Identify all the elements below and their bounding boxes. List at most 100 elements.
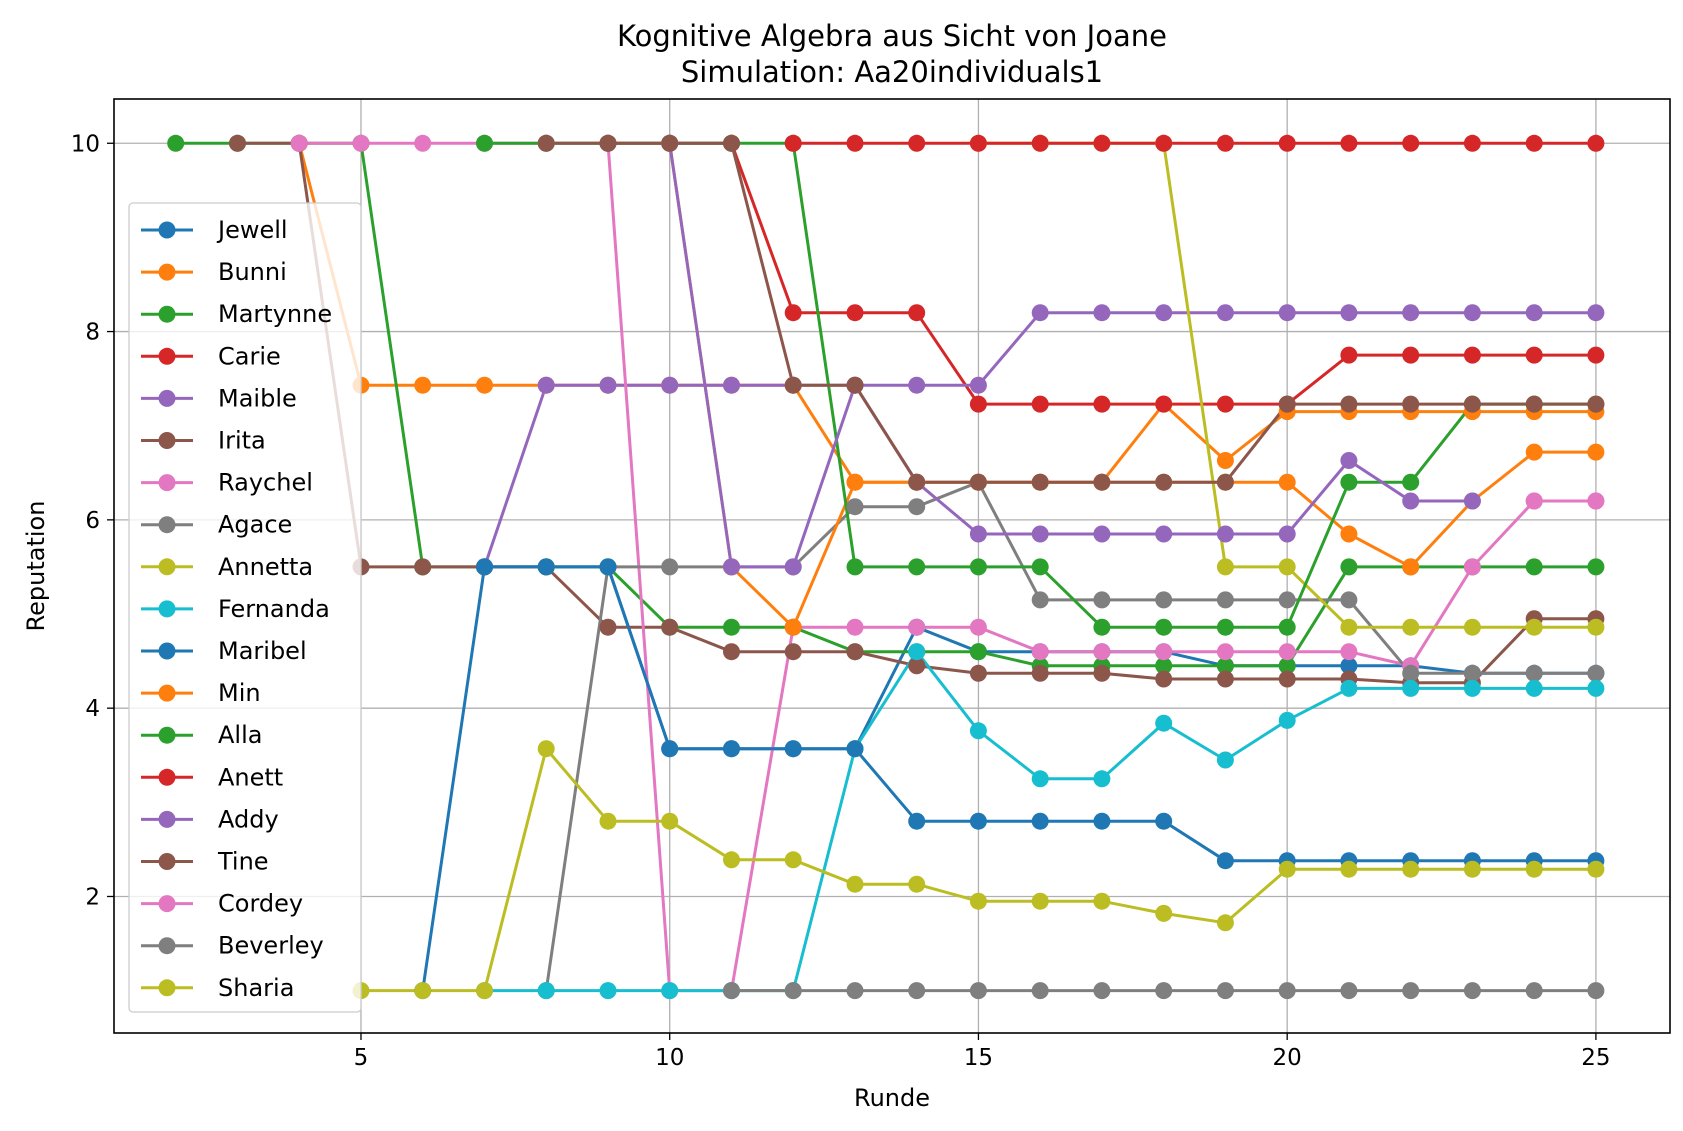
legend-marker-annetta bbox=[158, 558, 176, 576]
data-point-min bbox=[1402, 558, 1420, 576]
data-point-alla bbox=[1402, 473, 1420, 491]
data-point-sharia bbox=[1216, 914, 1234, 932]
data-point-addy bbox=[1155, 525, 1173, 543]
data-point-carie bbox=[1402, 346, 1420, 364]
data-point-min bbox=[1587, 443, 1605, 461]
data-point-tine bbox=[723, 134, 740, 152]
y-tick-label: 2 bbox=[85, 884, 100, 910]
data-point-fernanda bbox=[908, 643, 926, 661]
legend-label-annetta: Annetta bbox=[218, 553, 313, 581]
legend-marker-martynne bbox=[158, 305, 176, 323]
data-point-maible bbox=[661, 376, 679, 394]
data-point-martynne bbox=[723, 618, 740, 636]
axis-ticks: 5 10 15 20 25 2 4 6 8 10 bbox=[71, 131, 1611, 1071]
data-point-sharia bbox=[908, 875, 926, 893]
data-point-maribel bbox=[476, 558, 493, 576]
legend-label-anett: Anett bbox=[218, 763, 283, 791]
data-point-sharia bbox=[1278, 860, 1296, 878]
data-point-tine bbox=[784, 376, 802, 394]
data-point-addy bbox=[1463, 492, 1481, 510]
data-point-carie bbox=[1093, 395, 1111, 413]
data-point-fernanda bbox=[1587, 679, 1605, 697]
data-point-annetta bbox=[1402, 618, 1420, 636]
data-point-tine bbox=[1216, 473, 1234, 491]
data-point-beverley bbox=[846, 982, 864, 1000]
data-point-maible bbox=[599, 376, 617, 394]
data-point-cordey bbox=[1525, 492, 1543, 510]
data-point-maible bbox=[1216, 304, 1234, 322]
data-point-beverley bbox=[969, 982, 987, 1000]
data-point-beverley bbox=[908, 982, 926, 1000]
data-point-sharia bbox=[784, 851, 802, 869]
data-point-alla bbox=[1093, 618, 1111, 636]
data-point-addy bbox=[784, 558, 802, 576]
x-tick-label: 10 bbox=[655, 1045, 684, 1071]
legend-label-alla: Alla bbox=[218, 721, 262, 749]
data-point-maible bbox=[1093, 304, 1111, 322]
data-point-min bbox=[1278, 473, 1296, 491]
y-tick-label: 10 bbox=[71, 131, 100, 157]
data-point-irita bbox=[846, 643, 864, 661]
data-point-raychel bbox=[1463, 558, 1481, 576]
data-point-maible bbox=[1525, 304, 1543, 322]
data-point-maribel bbox=[846, 740, 864, 758]
legend-label-sharia: Sharia bbox=[218, 974, 294, 1002]
data-point-tine bbox=[1402, 395, 1420, 413]
data-point-sharia bbox=[1525, 860, 1543, 878]
data-point-fernanda bbox=[661, 982, 679, 1000]
data-point-sharia bbox=[537, 740, 555, 758]
data-point-sharia bbox=[1463, 860, 1481, 878]
data-point-fernanda bbox=[969, 722, 987, 740]
data-point-maribel bbox=[537, 558, 555, 576]
data-point-anett bbox=[908, 134, 926, 152]
series-line-maribel bbox=[421, 565, 1596, 991]
data-point-irita bbox=[599, 618, 617, 636]
data-point-beverley bbox=[1340, 982, 1358, 1000]
data-point-alla bbox=[1155, 618, 1173, 636]
data-point-tine bbox=[1340, 395, 1358, 413]
data-point-carie bbox=[1340, 346, 1358, 364]
data-point-beverley bbox=[1278, 982, 1296, 1000]
legend-marker-raychel bbox=[158, 474, 176, 492]
data-point-sharia bbox=[661, 812, 679, 830]
data-point-tine bbox=[1031, 473, 1049, 491]
data-point-maribel bbox=[723, 740, 740, 758]
data-point-maribel bbox=[599, 558, 617, 576]
data-point-tine bbox=[537, 134, 555, 152]
data-point-irita bbox=[1278, 670, 1296, 688]
chart-title: Kognitive Algebra aus Sicht von Joane bbox=[617, 19, 1167, 53]
data-point-anett bbox=[1155, 134, 1173, 152]
data-point-cordey bbox=[1587, 492, 1605, 510]
data-point-maribel bbox=[1216, 852, 1234, 870]
legend-label-addy: Addy bbox=[218, 805, 279, 833]
data-point-maible bbox=[1155, 304, 1173, 322]
data-point-irita bbox=[229, 134, 246, 152]
legend-label-maible: Maible bbox=[218, 384, 297, 412]
data-point-fernanda bbox=[1525, 679, 1543, 697]
data-point-sharia bbox=[1402, 860, 1420, 878]
data-point-anett bbox=[1587, 134, 1605, 152]
data-point-martynne bbox=[1216, 657, 1234, 675]
data-point-maible bbox=[1402, 304, 1420, 322]
data-point-anett bbox=[846, 134, 864, 152]
data-point-tine bbox=[1278, 395, 1296, 413]
data-point-carie bbox=[1463, 346, 1481, 364]
legend-marker-min bbox=[158, 684, 176, 702]
data-point-alla bbox=[1216, 618, 1234, 636]
data-point-irita bbox=[784, 643, 802, 661]
data-point-fernanda bbox=[1402, 679, 1420, 697]
data-point-sharia bbox=[1155, 904, 1173, 922]
data-point-sharia bbox=[1340, 860, 1358, 878]
data-point-fernanda bbox=[1278, 711, 1296, 729]
data-point-raychel bbox=[1155, 643, 1173, 661]
data-point-martynne bbox=[1340, 558, 1358, 576]
data-point-alla bbox=[476, 134, 493, 152]
data-point-martynne bbox=[1278, 657, 1296, 675]
data-point-alla bbox=[1278, 618, 1296, 636]
data-point-agace bbox=[1340, 591, 1358, 609]
data-point-irita bbox=[661, 618, 679, 636]
x-axis-label: Runde bbox=[854, 1084, 930, 1112]
data-point-anett bbox=[1525, 134, 1543, 152]
legend-marker-fernanda bbox=[158, 600, 176, 618]
data-point-anett bbox=[1402, 134, 1420, 152]
